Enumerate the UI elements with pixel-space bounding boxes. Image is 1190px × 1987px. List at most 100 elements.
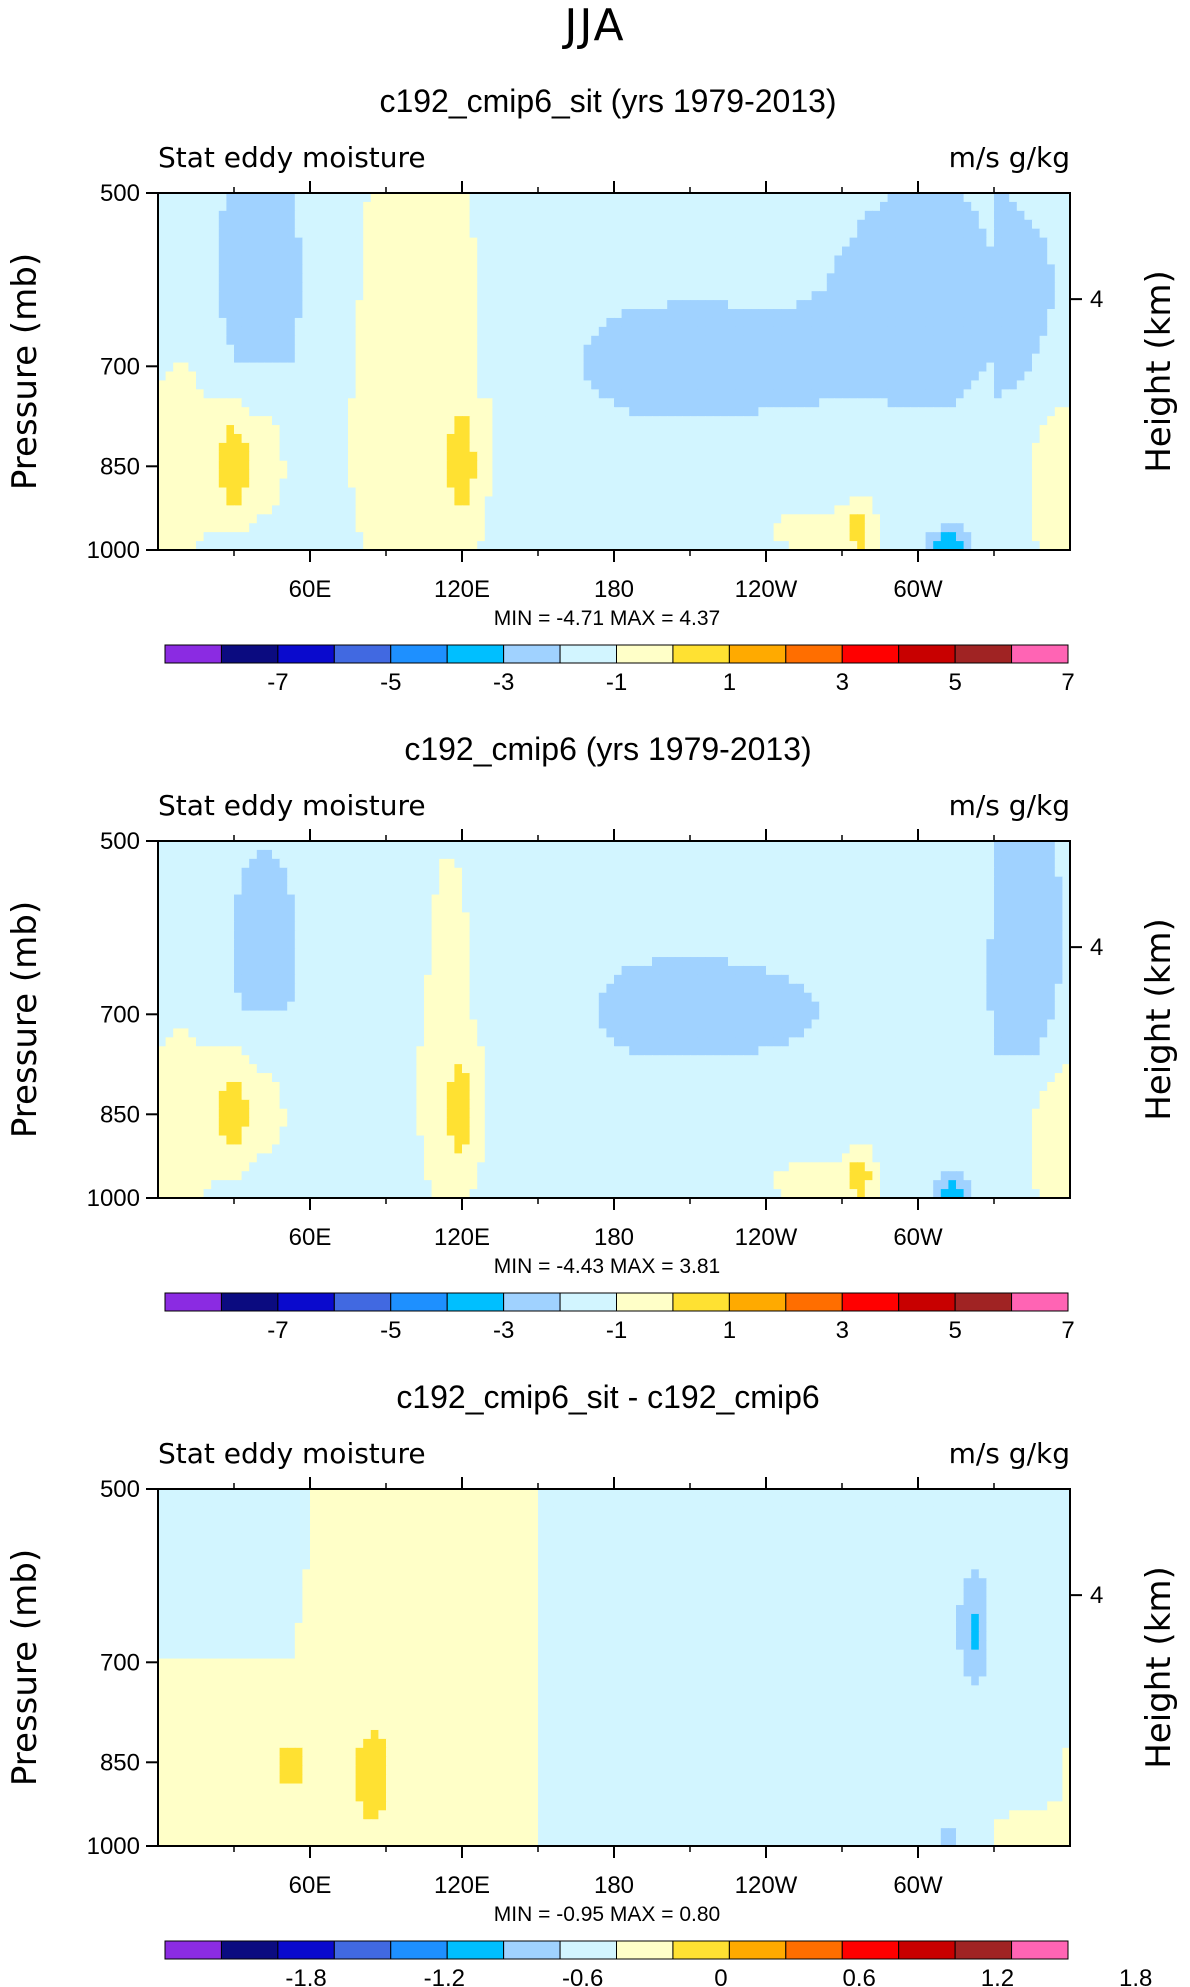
field-cell [834, 442, 843, 453]
field-cell [918, 335, 927, 346]
field-cell [918, 237, 927, 248]
field-cell [591, 478, 600, 489]
field-cell [310, 442, 319, 453]
field-cell [446, 291, 455, 301]
field-cell [826, 300, 835, 310]
field-cell [606, 398, 615, 408]
field-cell [735, 469, 744, 480]
field-cell [545, 362, 554, 373]
field-cell [842, 219, 851, 230]
field-cell [659, 407, 668, 417]
field-cell [735, 282, 744, 292]
field-cell [667, 541, 676, 551]
field-cell [431, 246, 440, 257]
field-cell [416, 219, 425, 230]
field-cell [750, 219, 759, 230]
field-cell [834, 264, 843, 274]
field-cell [492, 541, 501, 551]
field-cell [773, 344, 782, 355]
field-cell [294, 353, 303, 364]
field-cell [796, 210, 805, 221]
field-cell [788, 219, 797, 230]
field-cell [796, 514, 805, 524]
field-cell [750, 255, 759, 265]
field-cell [864, 273, 873, 283]
field-cell [705, 478, 714, 489]
field-cell [218, 478, 227, 489]
field-cell [728, 523, 737, 533]
field-cell [363, 433, 372, 444]
field-cell [1047, 335, 1056, 346]
field-cell [864, 264, 873, 274]
field-cell [842, 416, 851, 426]
field-cell [439, 442, 448, 453]
field-cell [469, 344, 478, 355]
field-cell [393, 362, 402, 373]
field-cell [667, 353, 676, 364]
field-cell [302, 523, 311, 533]
field-cell [302, 255, 311, 265]
field-cell [424, 210, 433, 221]
field-cell [918, 309, 927, 319]
field-cell [644, 416, 653, 426]
field-cell [439, 353, 448, 364]
field-cell [1054, 433, 1063, 444]
field-cell [370, 433, 379, 444]
field-cell [272, 317, 281, 328]
field-cell [811, 210, 820, 221]
field-cell [956, 219, 965, 230]
field-cell [340, 193, 349, 203]
field-cell [492, 841, 501, 851]
field-cell [218, 255, 227, 265]
field-cell [925, 326, 934, 337]
field-cell [500, 469, 509, 480]
field-cell [819, 317, 828, 328]
field-cell [1062, 264, 1071, 274]
field-cell [887, 309, 896, 319]
field-cell [674, 228, 683, 239]
field-cell [743, 496, 752, 506]
field-cell [454, 237, 463, 248]
field-cell [477, 210, 486, 221]
field-cell [279, 460, 288, 471]
field-cell [606, 496, 615, 506]
field-cell [196, 300, 205, 310]
field-cell [226, 317, 235, 328]
field-cell [606, 201, 615, 212]
field-cell [758, 442, 767, 453]
field-cell [925, 451, 934, 462]
field-cell [956, 433, 965, 444]
field-cell [462, 273, 471, 283]
field-cell [956, 425, 965, 435]
field-cell [826, 398, 835, 408]
field-cell [674, 398, 683, 408]
field-cell [872, 505, 881, 515]
field-cell [652, 237, 661, 248]
field-cell [568, 210, 577, 221]
field-cell [378, 433, 387, 444]
field-cell [576, 505, 585, 515]
field-cell [538, 246, 547, 257]
field-cell [158, 398, 167, 408]
field-cell [439, 219, 448, 230]
field-cell [1062, 255, 1071, 265]
field-cell [956, 228, 965, 239]
colorbar-box [1011, 644, 1069, 664]
field-cell [796, 317, 805, 328]
field-cell [378, 362, 387, 373]
field-cell [773, 380, 782, 390]
field-cell [910, 344, 919, 355]
colorbar-box [954, 644, 1013, 664]
field-cell [1032, 309, 1041, 319]
field-cell [431, 451, 440, 462]
field-cell [804, 496, 813, 506]
field-cell [302, 282, 311, 292]
field-cell [180, 317, 189, 328]
field-cell [1024, 371, 1033, 382]
field-cell [477, 487, 486, 498]
field-cell [781, 478, 790, 489]
field-cell [857, 193, 866, 203]
field-cell [918, 282, 927, 292]
field-cell [560, 505, 569, 515]
field-cell [796, 255, 805, 265]
